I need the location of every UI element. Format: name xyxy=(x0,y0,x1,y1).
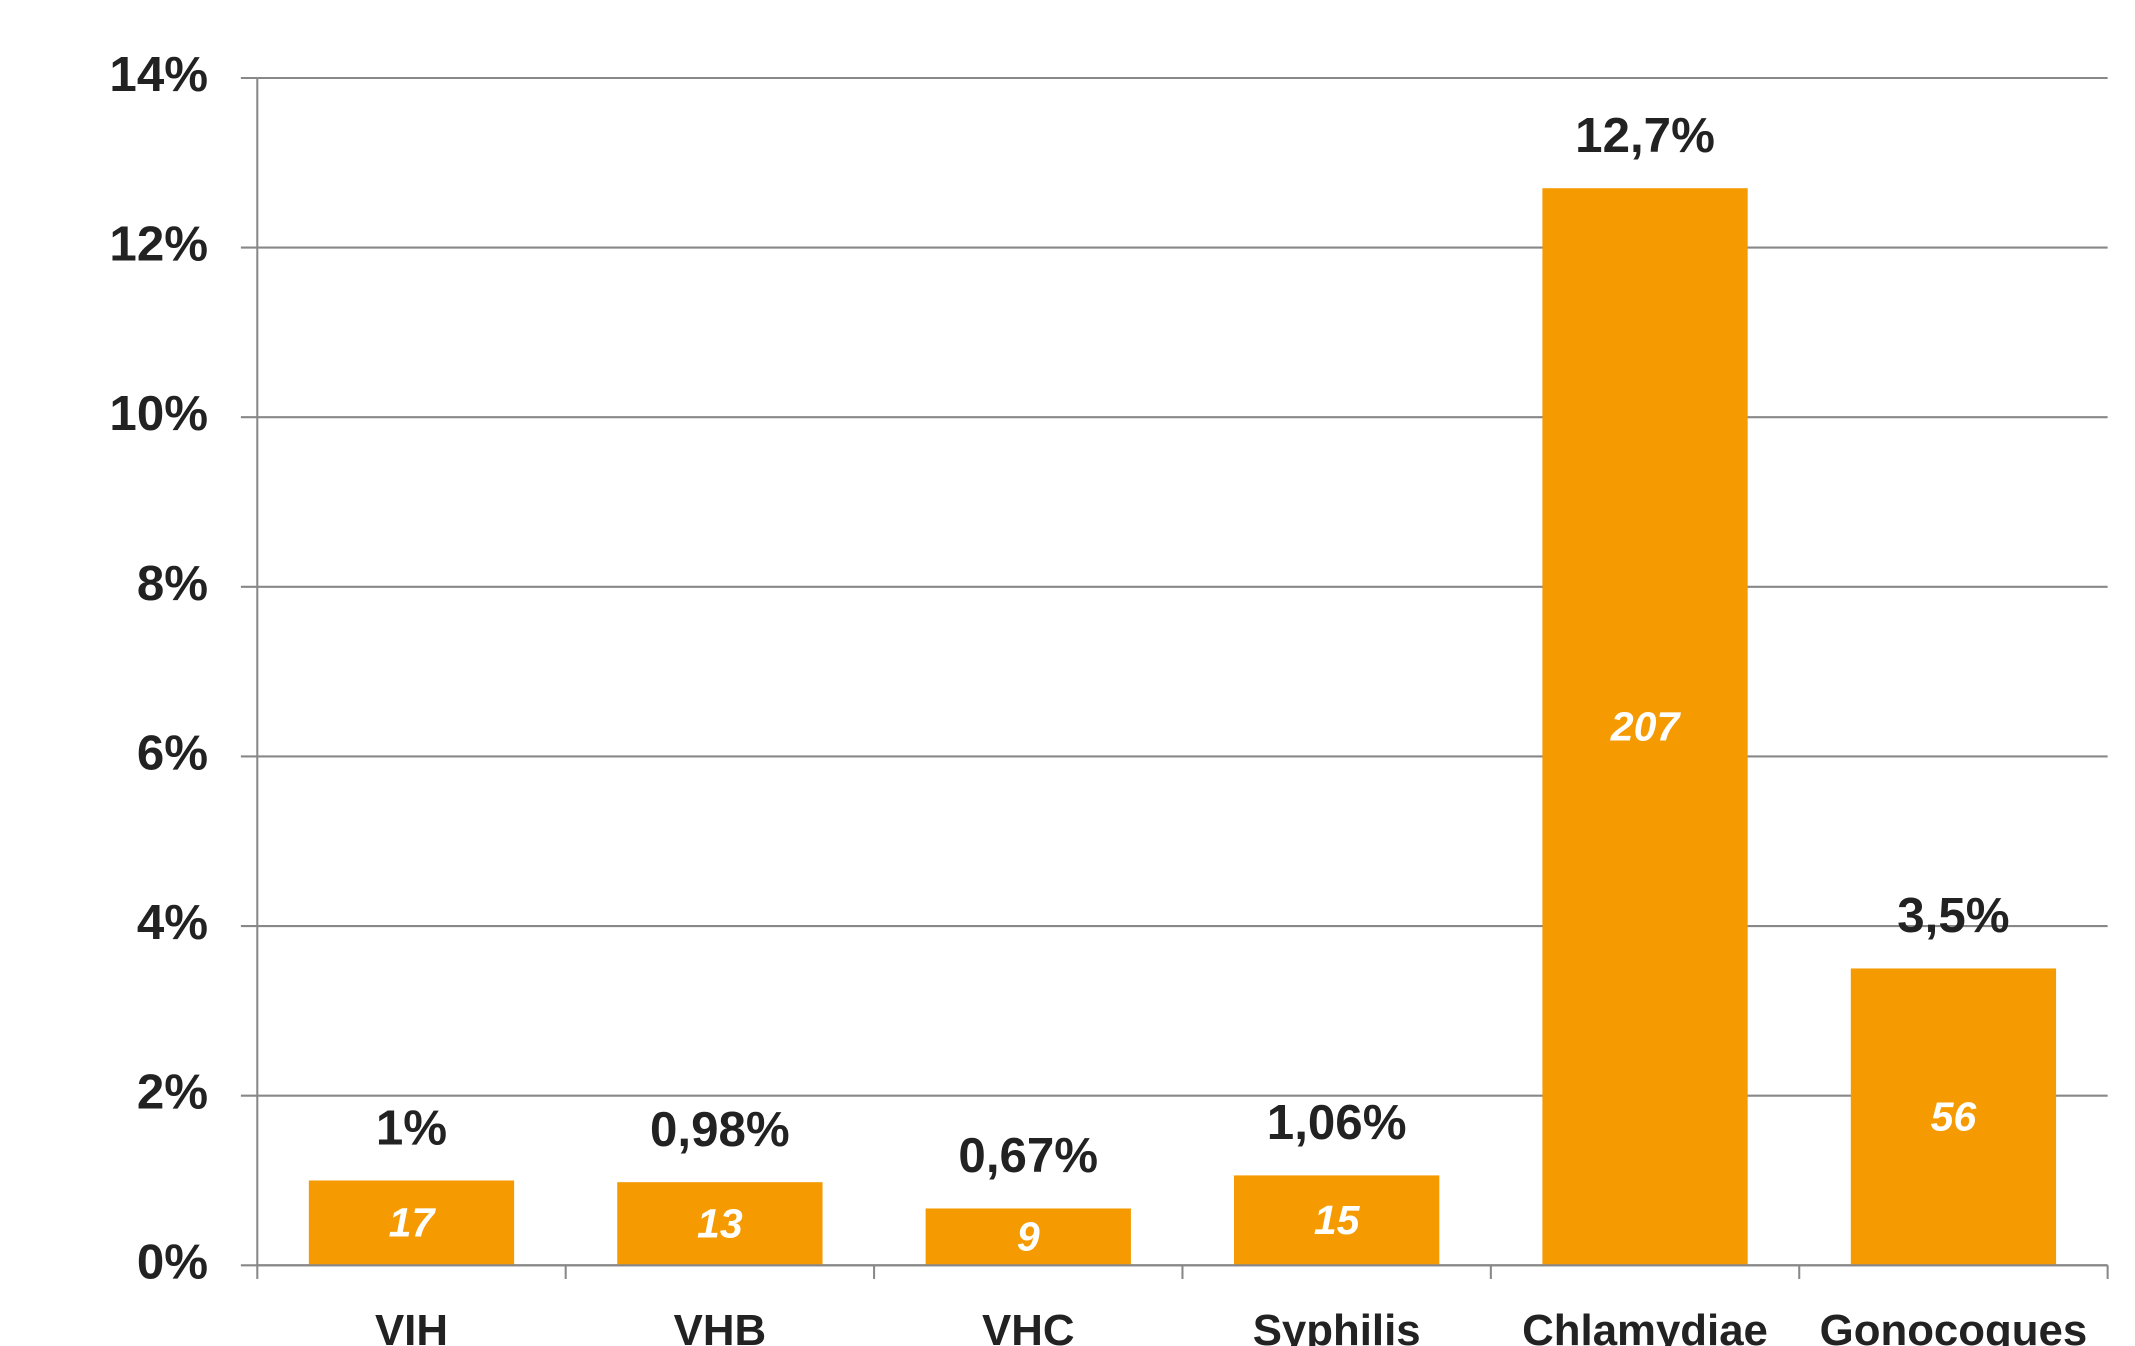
y-tick-label: 12% xyxy=(109,217,208,272)
count-label: 207 xyxy=(1610,703,1682,749)
bar xyxy=(1542,188,1748,1266)
value-label: 12,7% xyxy=(1575,108,1715,163)
value-label: 1,06% xyxy=(1267,1095,1407,1150)
value-label: 0,67% xyxy=(958,1128,1098,1183)
bar xyxy=(1234,1175,1440,1266)
y-tick-label: 14% xyxy=(109,47,208,102)
x-tick-label: VIH xyxy=(375,1306,448,1346)
x-tick-label: Syphilis xyxy=(1253,1306,1421,1346)
y-tick-label: 2% xyxy=(137,1065,208,1120)
x-tick-label: VHC xyxy=(982,1306,1074,1346)
count-label: 9 xyxy=(1017,1213,1040,1259)
count-label: 15 xyxy=(1314,1197,1361,1243)
x-tick-label: VHB xyxy=(674,1306,766,1346)
bar xyxy=(308,1180,515,1266)
y-tick-label: 0% xyxy=(137,1234,208,1289)
count-label: 17 xyxy=(389,1199,437,1245)
value-label: 0,98% xyxy=(650,1102,790,1157)
count-label: 13 xyxy=(697,1200,743,1246)
bar xyxy=(925,1208,1131,1266)
y-tick-label: 6% xyxy=(137,725,208,780)
y-tick-label: 10% xyxy=(109,386,208,441)
y-tick-label: 4% xyxy=(137,895,208,950)
count-label: 56 xyxy=(1931,1093,1978,1139)
bar xyxy=(617,1182,823,1266)
value-label: 3,5% xyxy=(1897,888,2009,943)
bar xyxy=(1850,968,2057,1266)
y-tick-label: 8% xyxy=(137,556,208,611)
x-tick-label: Gonocoques xyxy=(1820,1306,2088,1346)
x-tick-label: Chlamydiae xyxy=(1522,1306,1768,1346)
value-label: 1% xyxy=(376,1100,447,1155)
